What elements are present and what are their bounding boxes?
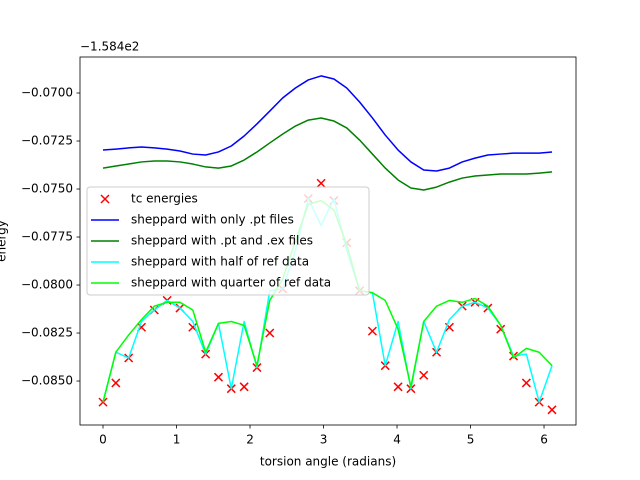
y-tick-label: −0.0825 xyxy=(21,326,73,340)
y-tick-label: −0.0775 xyxy=(21,230,73,244)
x-tick-label: 0 xyxy=(99,433,107,447)
scatter-point xyxy=(393,382,403,392)
legend-box xyxy=(86,186,370,296)
scatter-point xyxy=(213,372,223,382)
scatter-point xyxy=(239,382,249,392)
legend-label: sheppard with .pt and .ex files xyxy=(131,234,313,248)
x-tick-label: 3 xyxy=(320,433,328,447)
legend-label: sheppard with half of ref data xyxy=(131,255,309,269)
scatter-point xyxy=(111,378,121,388)
x-tick-label: 1 xyxy=(173,433,181,447)
scatter-point xyxy=(265,328,275,338)
x-tick-label: 4 xyxy=(393,433,401,447)
y-tick-label: −0.0750 xyxy=(21,182,73,196)
x-tick-label: 5 xyxy=(467,433,475,447)
y-axis-label: energy xyxy=(0,220,9,262)
scatter-point xyxy=(367,326,377,336)
line-series xyxy=(102,117,553,191)
scatter-point xyxy=(316,178,326,188)
legend-label: sheppard with only .pt files xyxy=(131,213,294,227)
y-tick-label: −0.0700 xyxy=(21,86,73,100)
y-tick-label: −0.0800 xyxy=(21,278,73,292)
legend-marker xyxy=(100,194,110,204)
y-tick-label: −0.0850 xyxy=(21,374,73,388)
scatter-point xyxy=(521,378,531,388)
scatter-point xyxy=(419,370,429,380)
x-tick-label: 6 xyxy=(540,433,548,447)
legend-label: tc energies xyxy=(131,192,198,206)
y-offset-text: −1.584e2 xyxy=(80,40,139,54)
plot-area xyxy=(98,75,557,415)
y-tick-label: −0.0725 xyxy=(21,134,73,148)
scatter-point xyxy=(547,405,557,415)
line-series xyxy=(102,75,553,172)
plot-frame xyxy=(79,56,577,426)
legend-label: sheppard with quarter of ref data xyxy=(131,276,331,290)
x-tick-label: 2 xyxy=(246,433,254,447)
x-axis-label: torsion angle (radians) xyxy=(260,455,396,469)
